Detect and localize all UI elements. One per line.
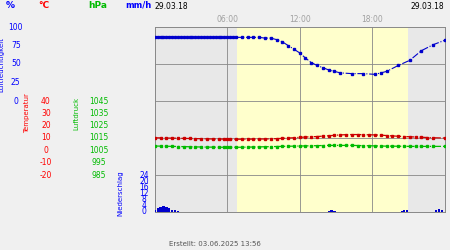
- Bar: [165, 206, 167, 212]
- Bar: [330, 210, 333, 212]
- Text: 10: 10: [41, 134, 51, 142]
- Text: 25: 25: [11, 78, 21, 87]
- Bar: [401, 211, 404, 212]
- Text: -20: -20: [40, 170, 52, 179]
- Text: 1025: 1025: [90, 121, 108, 130]
- Text: 0: 0: [142, 208, 146, 216]
- Bar: [171, 210, 173, 212]
- Text: 20: 20: [139, 177, 149, 186]
- Bar: [378, 27, 408, 212]
- Text: 1015: 1015: [90, 134, 108, 142]
- Text: 12: 12: [139, 189, 149, 198]
- Bar: [174, 210, 176, 212]
- Bar: [237, 27, 378, 212]
- Bar: [435, 210, 437, 212]
- Text: 75: 75: [11, 41, 21, 50]
- Text: 100: 100: [9, 22, 23, 32]
- Text: 30: 30: [41, 109, 51, 118]
- Text: 1045: 1045: [89, 96, 109, 106]
- Text: Luftdruck: Luftdruck: [73, 97, 80, 130]
- Text: 1035: 1035: [89, 109, 109, 118]
- Text: %: %: [5, 0, 14, 10]
- Text: 24: 24: [139, 170, 149, 179]
- Text: mm/h: mm/h: [126, 0, 152, 10]
- Bar: [441, 210, 443, 212]
- Text: 4: 4: [142, 201, 146, 210]
- Text: Temperatur: Temperatur: [24, 94, 30, 133]
- Bar: [168, 208, 171, 212]
- Text: 29.03.18: 29.03.18: [411, 2, 445, 11]
- Bar: [162, 206, 165, 212]
- Text: hPa: hPa: [89, 0, 108, 10]
- Bar: [403, 210, 405, 212]
- Text: 1005: 1005: [89, 146, 109, 155]
- Text: -10: -10: [40, 158, 52, 167]
- Text: °C: °C: [39, 0, 50, 10]
- Text: 0: 0: [44, 146, 48, 155]
- Text: 985: 985: [92, 170, 106, 179]
- Text: 12:00: 12:00: [289, 16, 310, 24]
- Text: 0: 0: [14, 96, 18, 106]
- Text: 40: 40: [41, 96, 51, 106]
- Bar: [159, 206, 162, 212]
- Text: 20: 20: [41, 121, 51, 130]
- Bar: [177, 211, 179, 212]
- Text: 18:00: 18:00: [361, 16, 383, 24]
- Bar: [406, 210, 408, 212]
- Text: Luftfeuchtigkeit: Luftfeuchtigkeit: [0, 36, 4, 92]
- Bar: [333, 211, 336, 212]
- Text: 995: 995: [92, 158, 106, 167]
- Text: Niederschlag: Niederschlag: [117, 171, 124, 216]
- Text: 06:00: 06:00: [216, 16, 238, 24]
- Bar: [157, 208, 159, 212]
- Text: 29.03.18: 29.03.18: [155, 2, 189, 11]
- Text: 16: 16: [139, 183, 149, 192]
- Text: 50: 50: [11, 60, 21, 68]
- Text: 8: 8: [142, 195, 146, 204]
- Bar: [153, 210, 156, 212]
- Text: Erstellt: 03.06.2025 13:56: Erstellt: 03.06.2025 13:56: [169, 242, 261, 248]
- Bar: [438, 209, 440, 212]
- Bar: [328, 211, 330, 212]
